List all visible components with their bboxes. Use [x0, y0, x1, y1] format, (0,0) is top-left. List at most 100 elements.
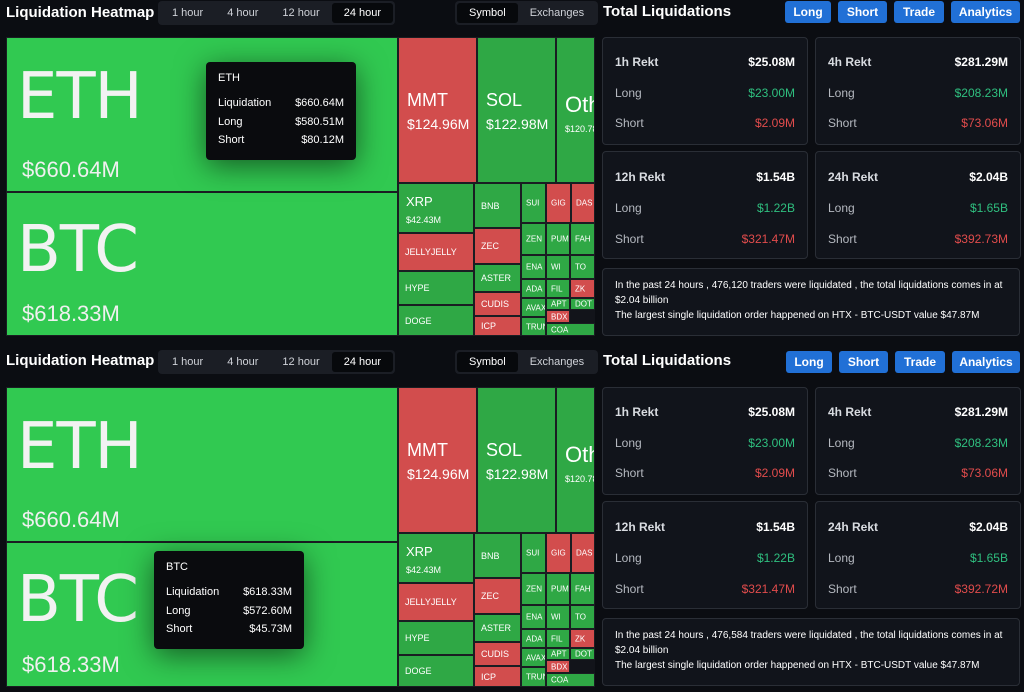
tile-ada[interactable]: ADA: [521, 279, 546, 298]
tile-gig[interactable]: GIG: [546, 183, 571, 223]
time-option-4h[interactable]: 4 hour: [227, 7, 259, 19]
tile-cudis[interactable]: CUDIS: [474, 642, 521, 666]
tile-sol[interactable]: SOL $122.98M: [477, 387, 556, 533]
tile-sui[interactable]: SUI: [521, 533, 546, 573]
tile-bnb[interactable]: BNB: [474, 183, 521, 228]
tile-xrp[interactable]: XRP $42.43M: [398, 183, 474, 233]
long-value: $23.00M: [748, 436, 795, 450]
card-total: $2.04B: [969, 520, 1008, 534]
time-option-4h[interactable]: 4 hour: [227, 356, 259, 368]
time-option-1h[interactable]: 1 hour: [172, 7, 204, 19]
view-selector: Symbol Exchanges: [455, 1, 599, 25]
tile-value: $660.64M: [22, 157, 120, 182]
tile-jellyjelly[interactable]: JELLYJELLY: [398, 583, 474, 621]
short-button[interactable]: Short: [839, 351, 888, 373]
long-button[interactable]: Long: [785, 1, 831, 23]
tile-btc[interactable]: BTC $618.33M: [6, 192, 398, 336]
tile-aster[interactable]: ASTER: [474, 614, 521, 642]
tooltip-key: Long: [166, 604, 191, 617]
tile-coa[interactable]: COA: [546, 323, 595, 336]
tile-avax[interactable]: AVAX: [521, 648, 546, 667]
tile-zec[interactable]: ZEC: [474, 228, 521, 264]
tile-zen[interactable]: ZEN: [521, 223, 546, 255]
long-button[interactable]: Long: [786, 351, 832, 373]
view-option-exchanges[interactable]: Exchanges: [529, 356, 585, 368]
tile-avax[interactable]: AVAX: [521, 298, 546, 317]
card-long-row: Long $23.00M: [615, 86, 795, 100]
tile-ena[interactable]: ENA: [521, 255, 546, 279]
time-option-12h[interactable]: 12 hour: [282, 356, 320, 368]
tile-coa[interactable]: COA: [546, 673, 595, 687]
tile-cudis[interactable]: CUDIS: [474, 292, 521, 316]
tile-hype[interactable]: HYPE: [398, 621, 474, 655]
tile-jellyjelly[interactable]: JELLYJELLY: [398, 233, 474, 271]
short-label: Short: [828, 582, 857, 596]
tile-pum[interactable]: PUM: [546, 223, 570, 255]
analytics-button[interactable]: Analytics: [951, 1, 1020, 23]
tile-mmt[interactable]: MMT $124.96M: [398, 387, 477, 533]
tile-das[interactable]: DAS: [571, 183, 595, 223]
short-label: Short: [615, 466, 644, 480]
short-value: $321.47M: [741, 232, 795, 246]
tile-apt[interactable]: APT: [546, 298, 570, 310]
tile-icp[interactable]: ICP: [474, 316, 521, 336]
view-option-symbol[interactable]: Symbol: [457, 352, 518, 372]
time-option-1h[interactable]: 1 hour: [172, 356, 204, 368]
tile-symbol: DOGE: [405, 666, 432, 676]
tile-trun[interactable]: TRUN: [521, 667, 546, 687]
tile-bdx[interactable]: BDX: [546, 310, 570, 323]
tile-zen[interactable]: ZEN: [521, 573, 546, 605]
tile-doge[interactable]: DOGE: [398, 655, 474, 687]
long-value: $1.22B: [756, 551, 795, 565]
tile-dot[interactable]: DOT: [570, 298, 595, 310]
tile-dot[interactable]: DOT: [570, 648, 595, 660]
tile-icp[interactable]: ICP: [474, 666, 521, 687]
short-label: Short: [828, 116, 857, 130]
tile-symbol: MMT: [407, 440, 448, 460]
tile-aster[interactable]: ASTER: [474, 264, 521, 292]
tile-fah[interactable]: FAH: [570, 223, 595, 255]
tile-zk[interactable]: ZK: [570, 629, 595, 648]
trade-button[interactable]: Trade: [895, 351, 945, 373]
time-option-24h[interactable]: 24 hour: [331, 3, 394, 23]
tile-sui[interactable]: SUI: [521, 183, 546, 223]
time-option-24h[interactable]: 24 hour: [331, 352, 394, 372]
tile-wi[interactable]: WI: [546, 255, 570, 279]
tile-fil[interactable]: FIL: [546, 279, 570, 298]
tile-to[interactable]: TO: [570, 255, 595, 279]
tile-fah[interactable]: FAH: [570, 573, 595, 605]
long-label: Long: [828, 436, 855, 450]
tile-fil[interactable]: FIL: [546, 629, 570, 648]
tile-apt[interactable]: APT: [546, 648, 570, 660]
tile-eth[interactable]: ETH $660.64M: [6, 387, 398, 542]
view-option-symbol[interactable]: Symbol: [457, 3, 518, 23]
time-range-selector: 1 hour 4 hour 12 hour 24 hour: [158, 350, 396, 374]
tile-gig[interactable]: GIG: [546, 533, 571, 573]
card-header: 4h Rekt $281.29M: [828, 55, 1008, 69]
tile-xrp[interactable]: XRP $42.43M: [398, 533, 474, 583]
tile-symbol: GIG: [551, 198, 566, 208]
card-total: $281.29M: [954, 55, 1008, 69]
tile-bnb[interactable]: BNB: [474, 533, 521, 578]
tile-das[interactable]: DAS: [571, 533, 595, 573]
tile-others[interactable]: Oth $120.78: [556, 387, 595, 533]
tile-zec[interactable]: ZEC: [474, 578, 521, 614]
tile-doge[interactable]: DOGE: [398, 305, 474, 336]
tile-to[interactable]: TO: [570, 605, 595, 629]
tile-bdx[interactable]: BDX: [546, 660, 570, 673]
tile-pum[interactable]: PUM: [546, 573, 570, 605]
tile-ena[interactable]: ENA: [521, 605, 546, 629]
analytics-button[interactable]: Analytics: [952, 351, 1020, 373]
short-button[interactable]: Short: [838, 1, 887, 23]
tile-mmt[interactable]: MMT $124.96M: [398, 37, 477, 183]
tile-ada[interactable]: ADA: [521, 629, 546, 648]
view-option-exchanges[interactable]: Exchanges: [529, 7, 585, 19]
tile-zk[interactable]: ZK: [570, 279, 595, 298]
tile-others[interactable]: Oth $120.78: [556, 37, 595, 183]
tile-trun[interactable]: TRUN: [521, 317, 546, 336]
tile-hype[interactable]: HYPE: [398, 271, 474, 305]
trade-button[interactable]: Trade: [894, 1, 944, 23]
tile-wi[interactable]: WI: [546, 605, 570, 629]
time-option-12h[interactable]: 12 hour: [282, 7, 320, 19]
tile-sol[interactable]: SOL $122.98M: [477, 37, 556, 183]
